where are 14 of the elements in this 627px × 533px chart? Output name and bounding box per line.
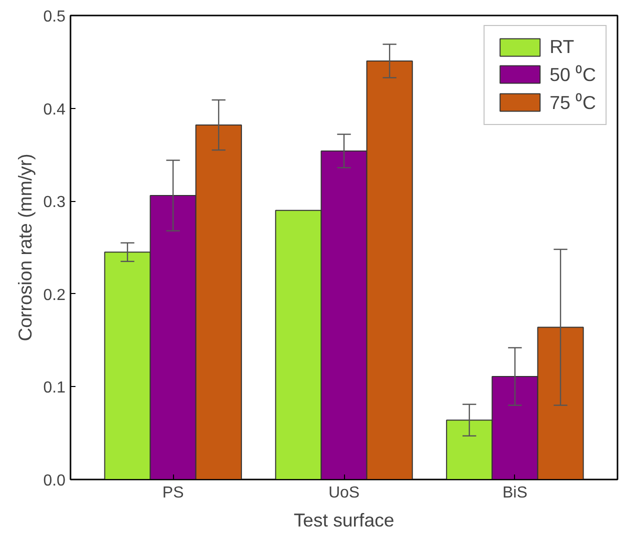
legend-label: RT [550, 36, 574, 58]
y-axis-title: Corrosion rate (mm/yr) [14, 154, 36, 342]
x-axis-title: Test surface [294, 510, 394, 530]
y-tick-label: 0.4 [43, 101, 66, 118]
y-tick-label: 0.2 [43, 286, 66, 304]
legend-label: 75 ⁰C [550, 91, 596, 114]
y-tick-label: 0.3 [43, 194, 66, 212]
y-tick-label: 0.1 [43, 380, 66, 397]
legend-label: 50 ⁰C [550, 63, 596, 86]
y-tick-label: 0.0 [43, 472, 66, 490]
x-tick-label: PS [162, 484, 184, 502]
x-tick-label: UoS [328, 484, 360, 502]
x-tick-label: BiS [502, 484, 528, 502]
y-tick-label: 0.5 [43, 8, 66, 26]
